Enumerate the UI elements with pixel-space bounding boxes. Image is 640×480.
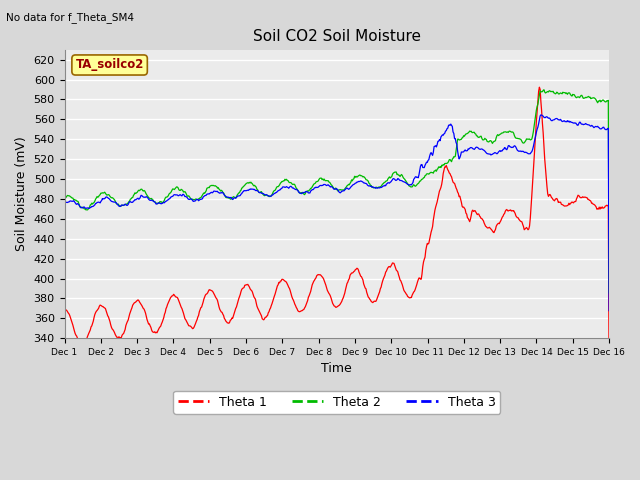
Theta 3	[61, 357, 68, 363]
Theta 2	[61, 355, 68, 360]
Theta 3	[127, 199, 134, 204]
X-axis label: Time: Time	[321, 362, 352, 375]
Theta 2	[419, 176, 427, 182]
Theta 2	[127, 196, 134, 202]
Theta 1	[61, 429, 68, 435]
Text: TA_soilco2: TA_soilco2	[76, 59, 144, 72]
Theta 2	[540, 87, 548, 93]
Theta 1	[211, 292, 218, 298]
Line: Theta 1: Theta 1	[65, 87, 609, 432]
Theta 3	[419, 165, 427, 170]
Theta 2	[182, 190, 189, 196]
Theta 2	[403, 180, 411, 185]
Line: Theta 3: Theta 3	[65, 115, 609, 360]
Theta 1	[605, 360, 613, 365]
Theta 3	[537, 112, 545, 118]
Theta 3	[605, 308, 613, 313]
Theta 1	[70, 328, 78, 334]
Theta 3	[403, 181, 411, 187]
Theta 2	[605, 290, 613, 296]
Legend: Theta 1, Theta 2, Theta 3: Theta 1, Theta 2, Theta 3	[173, 391, 500, 414]
Theta 1	[182, 317, 189, 323]
Theta 3	[182, 193, 189, 199]
Theta 2	[211, 183, 218, 189]
Text: No data for f_Theta_SM4: No data for f_Theta_SM4	[6, 12, 134, 23]
Title: Soil CO2 Soil Moisture: Soil CO2 Soil Moisture	[253, 29, 420, 44]
Theta 1	[419, 264, 427, 270]
Theta 1	[403, 292, 411, 298]
Line: Theta 2: Theta 2	[65, 90, 609, 358]
Y-axis label: Soil Moisture (mV): Soil Moisture (mV)	[15, 137, 28, 252]
Theta 1	[536, 84, 543, 90]
Theta 3	[211, 188, 218, 194]
Theta 3	[70, 199, 78, 204]
Theta 2	[70, 196, 78, 202]
Theta 1	[127, 309, 134, 314]
